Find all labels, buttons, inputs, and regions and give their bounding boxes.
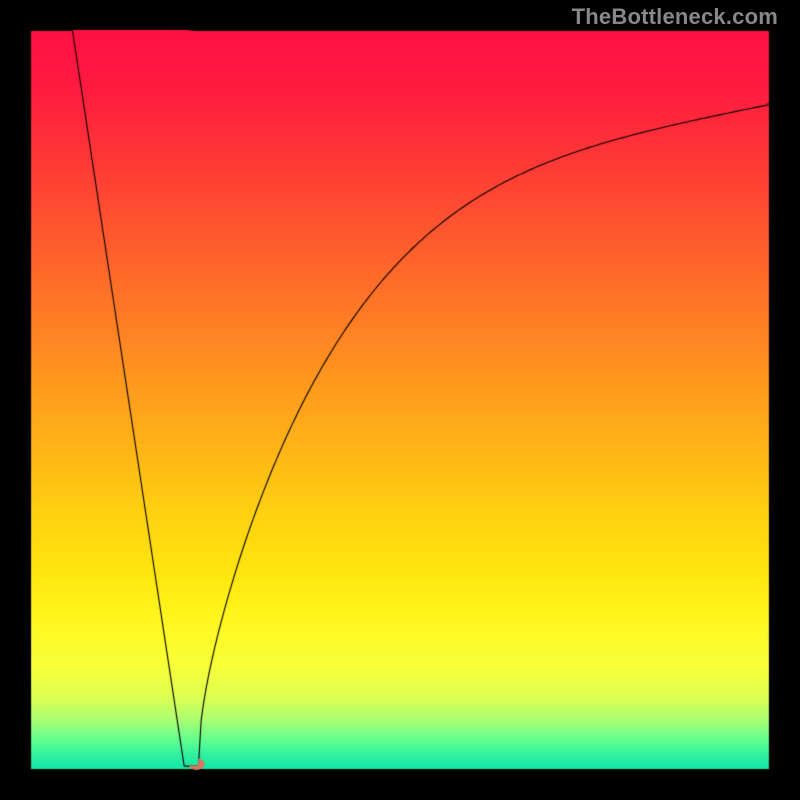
watermark-text: TheBottleneck.com [572,4,778,30]
bottleneck-chart [0,0,800,800]
